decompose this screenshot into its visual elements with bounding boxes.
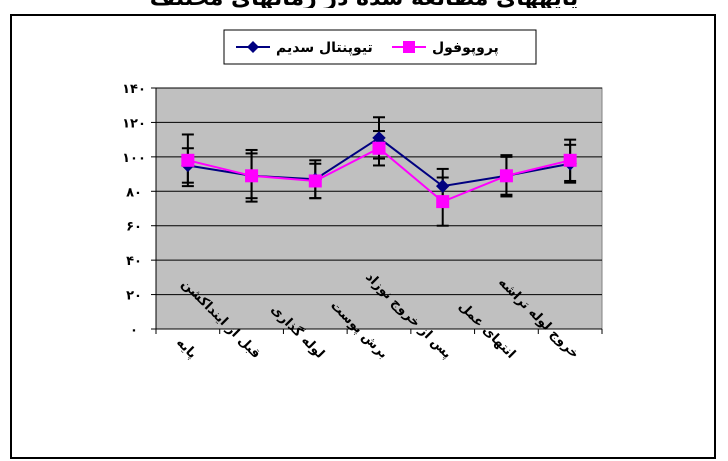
data-point bbox=[308, 174, 322, 188]
data-point bbox=[436, 179, 450, 193]
clipped-heading: یایههاى مطالعه شده در زمانهای مختلف bbox=[0, 0, 728, 8]
x-tick-label: پایه bbox=[173, 335, 200, 362]
y-tick-label: ۱۲٠ bbox=[122, 116, 146, 131]
legend-marker bbox=[247, 41, 259, 53]
y-tick-label: ۸٠ bbox=[126, 185, 142, 200]
legend-label: تیوپنتال سدیم bbox=[276, 40, 373, 56]
y-tick-label: ۲٠ bbox=[126, 289, 142, 304]
data-point bbox=[372, 141, 386, 155]
y-tick-label: ۱٠٠ bbox=[122, 151, 146, 166]
legend-label: پروپوفول bbox=[432, 40, 499, 56]
data-point bbox=[499, 169, 513, 183]
chart-frame: ٠ ۲٠ ۴٠ ۶٠ ۸٠ ۱٠٠ ۱۲٠ ۱۴٠ پایه قبل از اینداکشن لول… bbox=[10, 14, 716, 459]
y-tick-label: ۶٠ bbox=[126, 220, 142, 235]
page-top-fragment: یایههاى مطالعه شده در زمانهای مختلف bbox=[0, 0, 728, 8]
legend-marker bbox=[403, 41, 415, 53]
data-point bbox=[181, 153, 195, 167]
y-tick-label: ۴٠ bbox=[126, 254, 142, 269]
data-point bbox=[563, 153, 577, 167]
y-tick-label: ٠ bbox=[130, 323, 138, 338]
y-tick-label: ۱۴٠ bbox=[122, 82, 146, 97]
data-point bbox=[245, 169, 259, 183]
legend bbox=[223, 29, 537, 65]
data-point bbox=[436, 195, 450, 209]
